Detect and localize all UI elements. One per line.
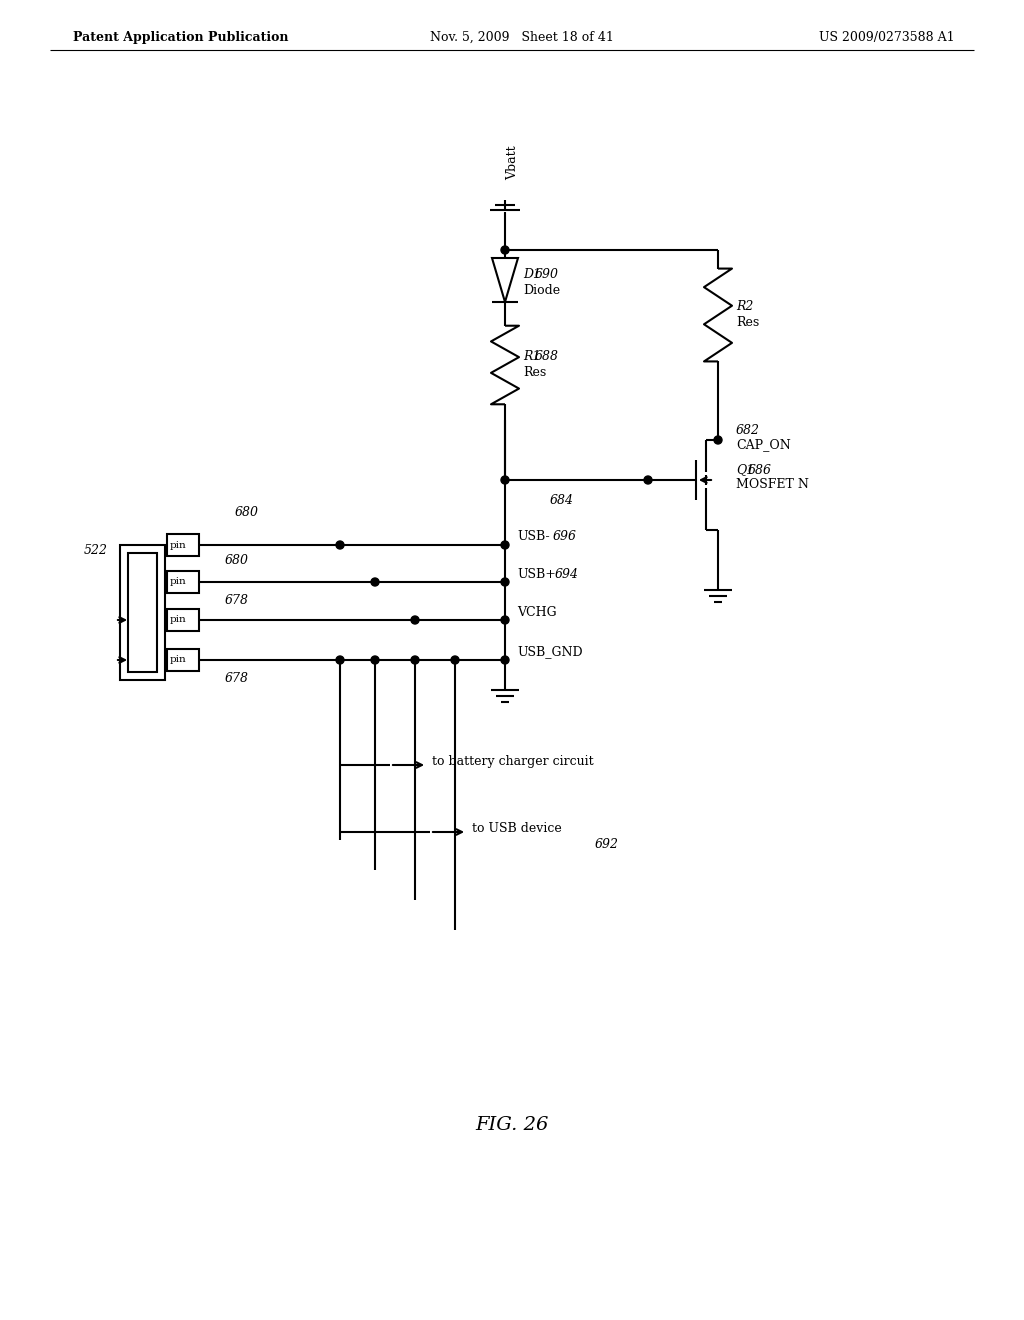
Circle shape <box>371 578 379 586</box>
Text: 678: 678 <box>225 672 249 685</box>
Text: Q1: Q1 <box>736 463 755 477</box>
Text: USB+: USB+ <box>517 568 556 581</box>
Text: 680: 680 <box>234 507 259 520</box>
Circle shape <box>644 477 652 484</box>
Circle shape <box>714 436 722 444</box>
Text: Nov. 5, 2009   Sheet 18 of 41: Nov. 5, 2009 Sheet 18 of 41 <box>430 30 613 44</box>
Bar <box>128 553 157 672</box>
Bar <box>120 545 165 680</box>
Circle shape <box>501 246 509 253</box>
Text: FIG. 26: FIG. 26 <box>475 1115 549 1134</box>
Bar <box>167 572 199 593</box>
Text: pin: pin <box>170 615 186 624</box>
Text: pin: pin <box>170 578 186 586</box>
Circle shape <box>501 616 509 624</box>
Circle shape <box>371 656 379 664</box>
Circle shape <box>411 616 419 624</box>
Text: 696: 696 <box>553 531 577 544</box>
Circle shape <box>336 541 344 549</box>
Circle shape <box>501 477 509 484</box>
Circle shape <box>336 656 344 664</box>
Polygon shape <box>492 257 518 302</box>
Text: 684: 684 <box>550 494 574 507</box>
Text: R2: R2 <box>736 301 754 314</box>
Text: 682: 682 <box>736 424 760 437</box>
Text: 688: 688 <box>535 351 559 363</box>
Text: Res: Res <box>736 317 759 330</box>
Text: D1: D1 <box>523 268 541 281</box>
Text: pin: pin <box>170 540 186 549</box>
Text: VCHG: VCHG <box>517 606 557 619</box>
Text: USB-: USB- <box>517 531 550 544</box>
Bar <box>167 649 199 671</box>
Text: R1: R1 <box>523 351 541 363</box>
Text: Patent Application Publication: Patent Application Publication <box>73 30 289 44</box>
Text: to USB device: to USB device <box>472 822 562 836</box>
Bar <box>167 535 199 556</box>
Text: 690: 690 <box>535 268 559 281</box>
Text: pin: pin <box>170 656 186 664</box>
Circle shape <box>501 578 509 586</box>
Circle shape <box>411 656 419 664</box>
Circle shape <box>501 541 509 549</box>
Text: Vbatt: Vbatt <box>507 145 519 180</box>
Text: 678: 678 <box>225 594 249 606</box>
Text: USB_GND: USB_GND <box>517 645 583 659</box>
Bar <box>167 609 199 631</box>
Text: CAP_ON: CAP_ON <box>736 438 791 451</box>
Text: 522: 522 <box>84 544 108 557</box>
Text: to battery charger circuit: to battery charger circuit <box>432 755 594 768</box>
Text: MOSFET N: MOSFET N <box>736 479 809 491</box>
Circle shape <box>451 656 459 664</box>
Text: 692: 692 <box>595 838 618 851</box>
Text: US 2009/0273588 A1: US 2009/0273588 A1 <box>819 30 955 44</box>
Text: 694: 694 <box>555 568 579 581</box>
Circle shape <box>501 656 509 664</box>
Text: 686: 686 <box>748 463 772 477</box>
Text: Diode: Diode <box>523 284 560 297</box>
Text: 680: 680 <box>225 553 249 566</box>
Text: Res: Res <box>523 367 546 380</box>
